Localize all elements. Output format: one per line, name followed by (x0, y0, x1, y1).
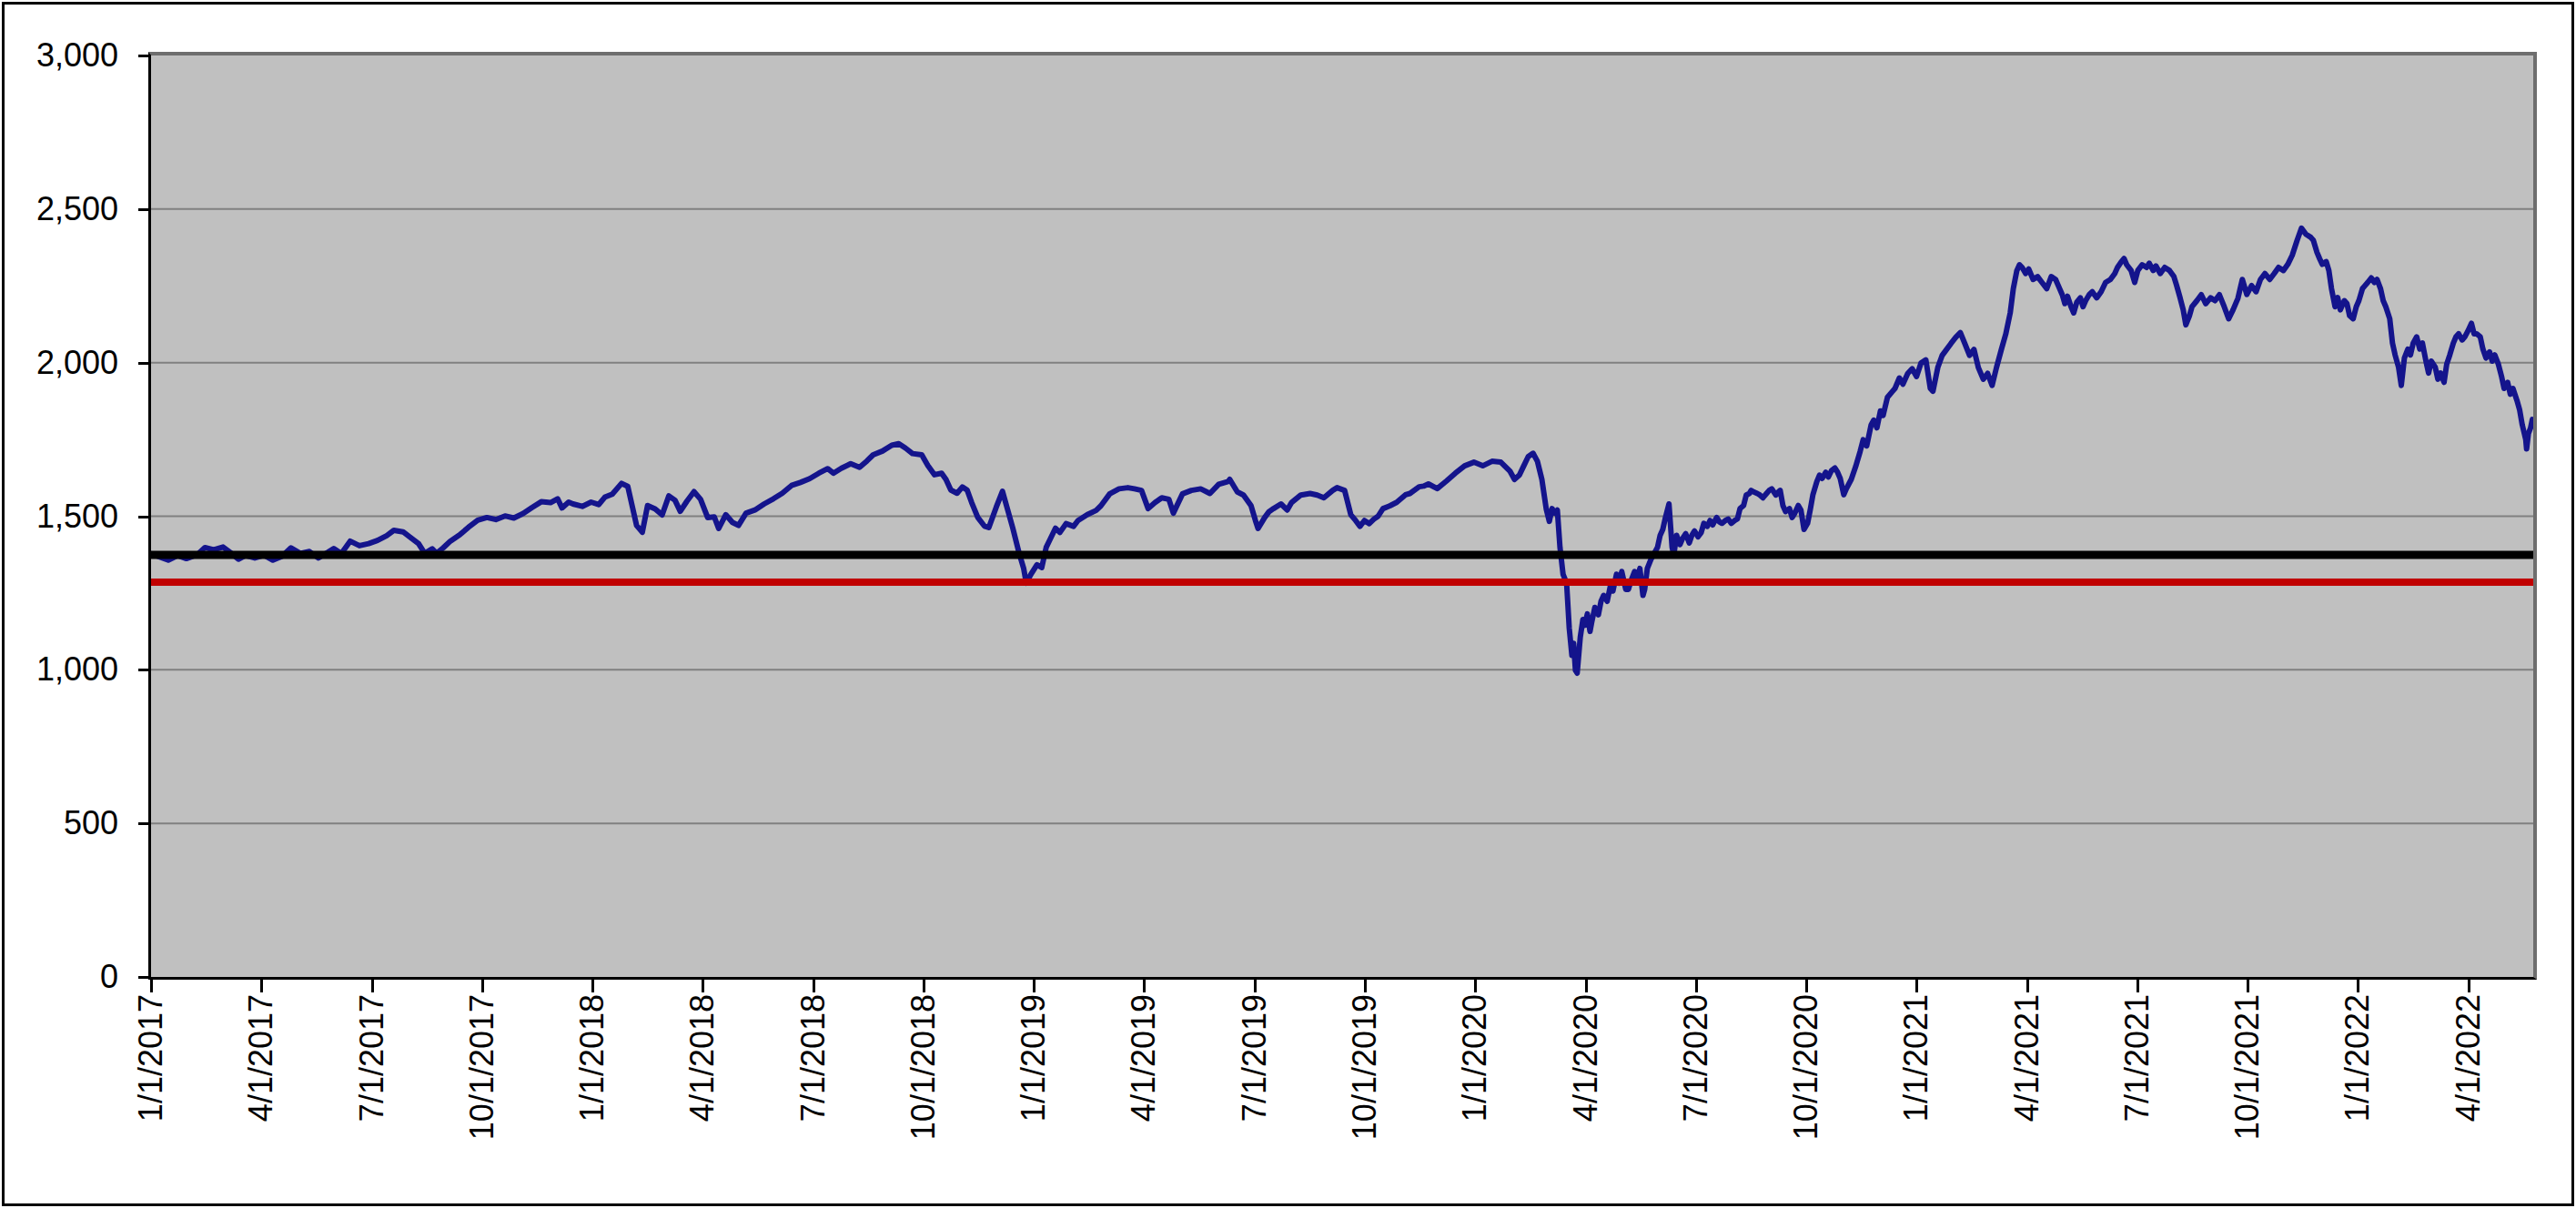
x-axis-tick (813, 980, 815, 992)
x-axis-label: 1/1/2020 (1457, 994, 1493, 1176)
x-axis-label: 10/1/2021 (2229, 994, 2266, 1176)
y-axis-tick (138, 55, 151, 57)
x-axis-label: 4/1/2019 (1126, 994, 1162, 1176)
x-axis-label: 1/1/2022 (2339, 994, 2376, 1176)
x-axis-tick (260, 980, 263, 992)
x-axis-label: 7/1/2020 (1678, 994, 1714, 1176)
y-axis-label: 1,500 (0, 498, 118, 536)
y-axis-tick (138, 669, 151, 671)
x-axis-tick (2137, 980, 2139, 992)
x-axis-label: 7/1/2021 (2119, 994, 2156, 1176)
plot-area (148, 52, 2537, 980)
y-axis-tick (138, 208, 151, 211)
x-axis-label: 7/1/2018 (795, 994, 832, 1176)
x-axis-label: 1/1/2018 (574, 994, 611, 1176)
x-axis-label: 4/1/2017 (243, 994, 279, 1176)
y-axis-tick (138, 976, 151, 979)
x-axis-label: 10/1/2018 (905, 994, 942, 1176)
y-axis-label: 2,500 (0, 190, 118, 228)
x-axis-tick (1915, 980, 1918, 992)
x-axis-tick (702, 980, 704, 992)
y-axis-tick (138, 822, 151, 825)
x-axis-label: 4/1/2022 (2450, 994, 2487, 1176)
series-line-daily-value (151, 228, 2532, 673)
x-axis-label: 4/1/2018 (684, 994, 721, 1176)
y-axis-label: 1,000 (0, 650, 118, 689)
x-axis-tick (1585, 980, 1588, 992)
x-axis-label: 10/1/2019 (1347, 994, 1383, 1176)
x-axis-label: 7/1/2017 (354, 994, 390, 1176)
x-axis-tick (1143, 980, 1146, 992)
y-axis-tick (138, 362, 151, 365)
x-axis-tick (923, 980, 925, 992)
y-axis-label: 500 (0, 804, 118, 842)
x-axis-tick (1805, 980, 1808, 992)
x-axis-label: 4/1/2021 (2009, 994, 2046, 1176)
plot-svg (151, 55, 2533, 977)
x-axis-tick (371, 980, 374, 992)
x-axis-tick (1033, 980, 1035, 992)
x-axis-tick (1474, 980, 1477, 992)
y-axis-label: 3,000 (0, 36, 118, 75)
x-axis-tick (481, 980, 484, 992)
x-axis-label: 1/1/2021 (1898, 994, 1935, 1176)
chart-canvas: 0 500 1,000 1,500 2,000 2,500 3,000 1/1/2017 4/… (0, 0, 2576, 1208)
x-axis-tick (1254, 980, 1257, 992)
x-axis-label: 10/1/2020 (1788, 994, 1824, 1176)
y-axis-label: 2,000 (0, 344, 118, 382)
x-axis-tick (1364, 980, 1367, 992)
x-axis-label: 1/1/2017 (133, 994, 169, 1176)
x-axis-label: 7/1/2019 (1237, 994, 1273, 1176)
y-axis-label: 0 (0, 958, 118, 996)
x-axis-tick (2357, 980, 2359, 992)
y-axis-tick (138, 516, 151, 518)
x-axis-label: 1/1/2019 (1015, 994, 1052, 1176)
x-axis-tick (2247, 980, 2249, 992)
x-axis-tick (2468, 980, 2470, 992)
x-axis-label: 4/1/2020 (1568, 994, 1604, 1176)
x-axis-label: 10/1/2017 (464, 994, 500, 1176)
x-axis-tick (1695, 980, 1698, 992)
x-axis-tick (150, 980, 153, 992)
x-axis-tick (2026, 980, 2029, 992)
x-axis-tick (591, 980, 594, 992)
